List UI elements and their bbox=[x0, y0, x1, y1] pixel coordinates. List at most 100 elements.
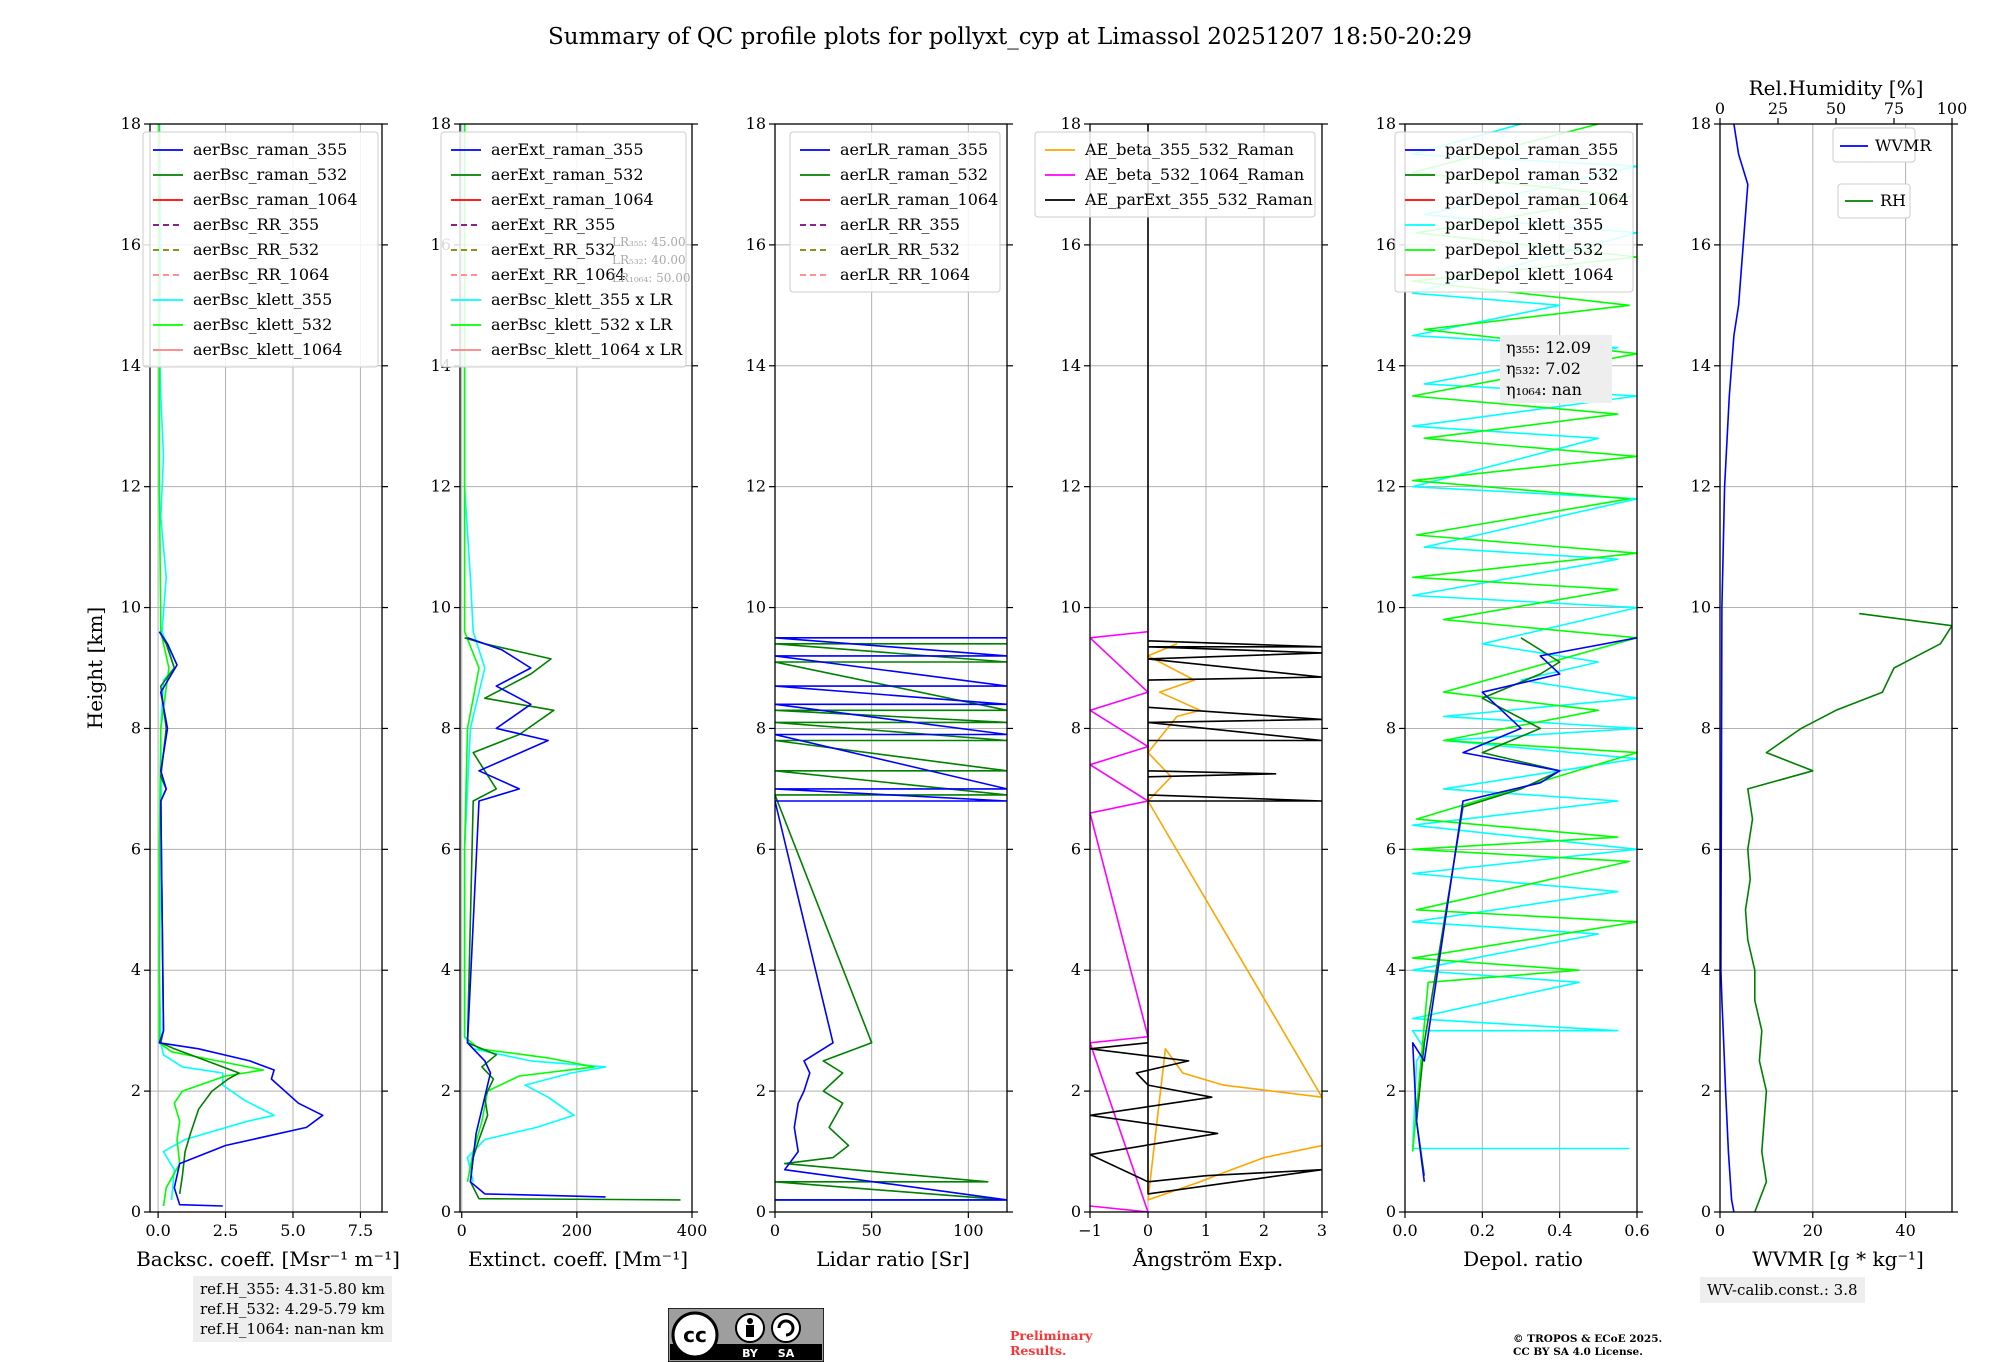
legend-box bbox=[1034, 131, 1316, 218]
panel-ext: 0246810121416180200400Extinct. coeff. [M… bbox=[431, 114, 708, 1271]
y-tick-label: 2 bbox=[1386, 1081, 1396, 1100]
legend-label: aerExt_RR_355 bbox=[491, 215, 615, 234]
y-tick-label: 8 bbox=[131, 718, 141, 737]
y-tick-label: 16 bbox=[1061, 235, 1081, 254]
y-tick-label: 4 bbox=[1386, 960, 1396, 979]
legend-label: AE_beta_532_1064_Raman bbox=[1084, 165, 1304, 184]
cc-icon bbox=[671, 1311, 719, 1359]
series-group bbox=[775, 637, 1007, 1201]
x-tick-label: 200 bbox=[562, 1221, 593, 1240]
legend-label: aerBsc_klett_1064 x LR bbox=[491, 340, 683, 359]
x-axis-label: Lidar ratio [Sr] bbox=[816, 1247, 970, 1271]
legend-label: parDepol_raman_355 bbox=[1445, 140, 1618, 159]
y-tick-label: 10 bbox=[121, 598, 141, 617]
x-axis-label: Extinct. coeff. [Mm⁻¹] bbox=[468, 1247, 688, 1271]
legend: parDepol_raman_355 parDepol_raman_532 parD… bbox=[1394, 131, 1634, 293]
series-line-RH bbox=[1744, 612, 1952, 1212]
y-tick-label: 4 bbox=[756, 960, 766, 979]
y-tick-label: 10 bbox=[1061, 598, 1081, 617]
svg-text:SA: SA bbox=[778, 1347, 795, 1360]
series-line-WVMR bbox=[1720, 124, 1749, 1212]
y-tick-label: 0 bbox=[1701, 1202, 1711, 1221]
y-tick-label: 18 bbox=[746, 114, 766, 133]
y-tick-label: 12 bbox=[121, 477, 141, 496]
x-tick-label: 0.6 bbox=[1624, 1221, 1649, 1240]
x-tick-label: 20 bbox=[1803, 1221, 1823, 1240]
series-line-aerBsc_klett_355 x LR bbox=[463, 124, 607, 1182]
ref-heights-box: ref.H_355: 4.31-5.80 km ref.H_532: 4.29-… bbox=[193, 1276, 392, 1342]
plot-frame bbox=[1404, 123, 1638, 1213]
y-tick-label: 18 bbox=[1061, 114, 1081, 133]
legend-label-wvmr: WVMR bbox=[1875, 136, 1932, 155]
top-x-tick-label: 0 bbox=[1715, 99, 1725, 118]
y-tick-label: 12 bbox=[1061, 477, 1081, 496]
legend-box bbox=[1394, 131, 1634, 293]
legend-label: aerExt_raman_355 bbox=[491, 140, 644, 159]
y-tick-label: 18 bbox=[1376, 114, 1396, 133]
legend: aerExt_raman_355 aerExt_raman_532 aerExt_r… bbox=[440, 131, 687, 368]
series-line-aerBsc_klett_532 bbox=[158, 124, 265, 1207]
legend-label: aerBsc_klett_355 x LR bbox=[491, 290, 673, 309]
y-tick-label: 2 bbox=[756, 1081, 766, 1100]
x-axis-label: Backsc. coeff. [Msr⁻¹ m⁻¹] bbox=[136, 1247, 400, 1271]
copyright-note: © TROPOS & ECoE 2025. CC BY SA 4.0 Licen… bbox=[1513, 1333, 1663, 1358]
x-tick-label: −1 bbox=[1078, 1221, 1102, 1240]
y-tick-label: 16 bbox=[746, 235, 766, 254]
y-tick-label: 8 bbox=[756, 718, 766, 737]
lidar-ratio-annotation: LR₁₀₆₄: 50.00 bbox=[612, 271, 690, 285]
y-tick-label: 16 bbox=[1376, 235, 1396, 254]
y-tick-label: 12 bbox=[431, 477, 451, 496]
y-tick-label: 6 bbox=[756, 839, 766, 858]
panel-lr: 0 2 4 6 8 10 12 14 16 18 0 50 100 Lidar ratio [Sr] aer… bbox=[746, 114, 1013, 1271]
legend-label: aerBsc_klett_355 bbox=[193, 290, 332, 309]
y-tick-label: 0 bbox=[1071, 1202, 1081, 1221]
legend-label: aerLR_raman_532 bbox=[840, 165, 988, 184]
legend-wvmr-box bbox=[1832, 127, 1916, 163]
series-group bbox=[1720, 124, 1952, 1212]
legend-box bbox=[440, 131, 687, 368]
top-x-tick-label: 100 bbox=[1937, 99, 1968, 118]
legend-label: aerLR_raman_1064 bbox=[840, 190, 998, 209]
plot-frame bbox=[1719, 123, 1953, 1213]
legend-label: aerBsc_klett_532 x LR bbox=[491, 315, 673, 334]
legend-box bbox=[789, 131, 1001, 293]
legend-label: parDepol_klett_355 bbox=[1445, 215, 1603, 234]
ref-height-1064: ref.H_1064: nan-nan km bbox=[200, 1320, 385, 1338]
legend-box bbox=[142, 131, 379, 368]
x-axis-label: Depol. ratio bbox=[1463, 1247, 1583, 1271]
legend-label-rh: RH bbox=[1880, 191, 1906, 210]
lidar-ratio-annotation: LR₃₅₅: 45.00 bbox=[612, 235, 686, 249]
series-line-aerBsc_klett_532 x LR bbox=[463, 124, 595, 1182]
x-axis-label: WVMR [g * kg⁻¹] bbox=[1752, 1247, 1924, 1271]
legend-label: aerBsc_klett_532 bbox=[193, 315, 332, 334]
legend-label: parDepol_raman_532 bbox=[1445, 165, 1618, 184]
legend-label: parDepol_raman_1064 bbox=[1445, 190, 1629, 209]
x-tick-label: 1 bbox=[1201, 1221, 1211, 1240]
x-tick-label: 40 bbox=[1895, 1221, 1915, 1240]
y-tick-label: 18 bbox=[431, 114, 451, 133]
y-tick-label: 4 bbox=[1701, 960, 1711, 979]
y-tick-label: 8 bbox=[441, 718, 451, 737]
series-line-aerLR_raman_355 bbox=[775, 637, 1007, 1201]
ref-height-355: ref.H_355: 4.31-5.80 km bbox=[200, 1280, 385, 1298]
series-group bbox=[1090, 124, 1322, 1212]
top-x-tick-label: 25 bbox=[1768, 99, 1788, 118]
legend: aerBsc_raman_355 aerBsc_raman_532 aerBsc_r… bbox=[142, 131, 379, 368]
series-line-AE_beta_355_532_Raman bbox=[1147, 643, 1322, 1201]
y-tick-label: 6 bbox=[131, 839, 141, 858]
y-tick-label: 6 bbox=[441, 839, 451, 858]
y-tick-label: 16 bbox=[121, 235, 141, 254]
eta-annotation: η₁₀₆₄: nan bbox=[1506, 380, 1582, 399]
legend-label: aerLR_RR_355 bbox=[840, 215, 960, 234]
y-tick-label: 14 bbox=[746, 356, 766, 375]
panel-depol: 0 2 4 6 8 10 12 14 16 18 0.0 0.2 0.4 0.6 Depol. ratio p… bbox=[1376, 114, 1650, 1271]
y-tick-label: 2 bbox=[1071, 1081, 1081, 1100]
y-tick-label: 10 bbox=[1691, 598, 1711, 617]
share-alike-icon bbox=[771, 1313, 801, 1343]
legend-label: AE_beta_355_532_Raman bbox=[1084, 140, 1294, 159]
x-tick-label: 0.4 bbox=[1547, 1221, 1572, 1240]
eta-annotation: η₃₅₅: 12.09 bbox=[1506, 338, 1591, 357]
series-line-aerBsc_raman_532 bbox=[158, 631, 240, 1195]
